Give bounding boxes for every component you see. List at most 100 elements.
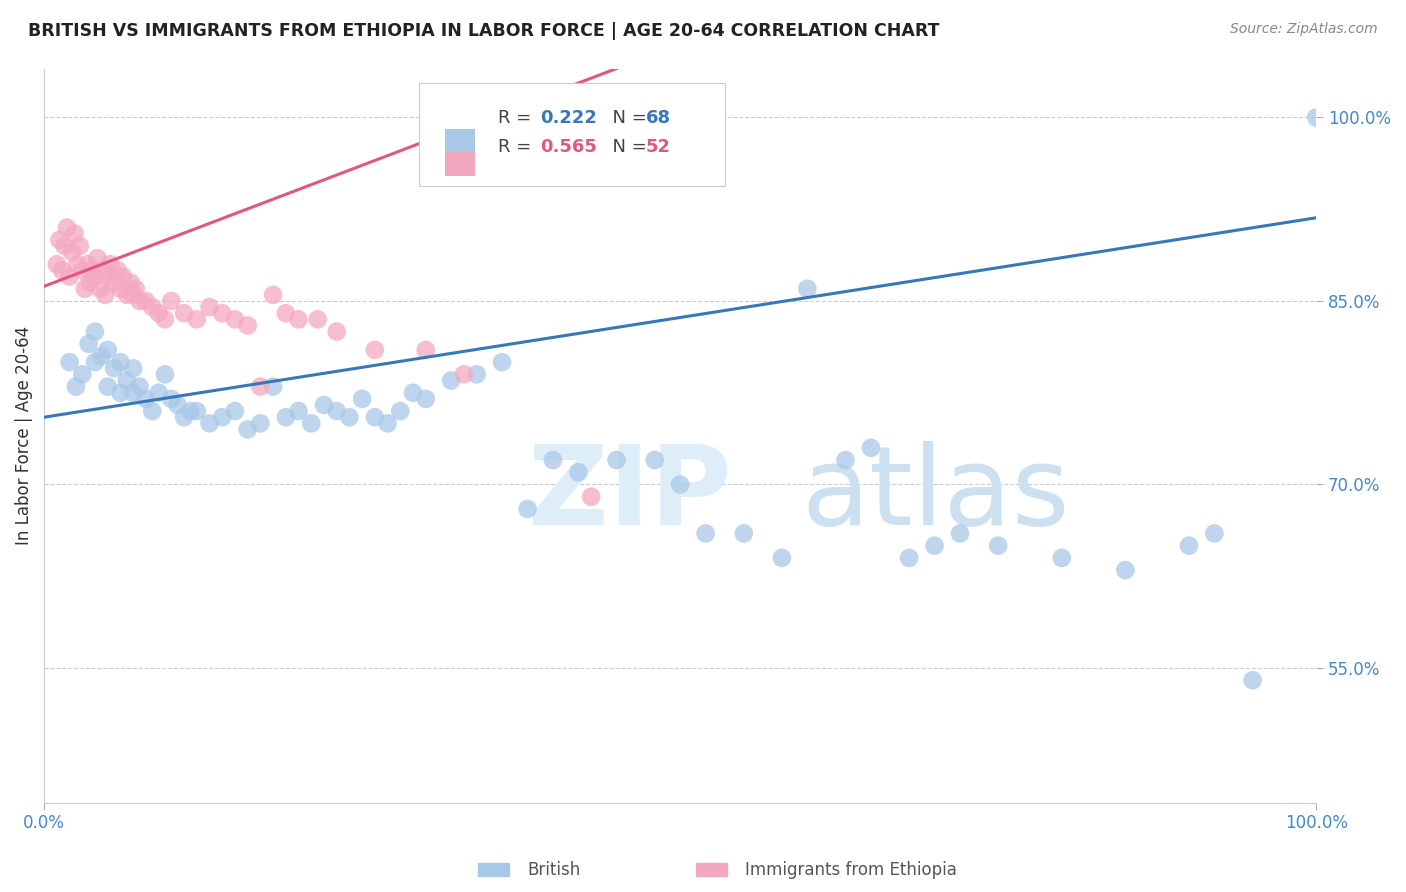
Point: [312, 398, 335, 412]
Point: [198, 417, 221, 431]
Point: [644, 453, 666, 467]
Point: [97, 343, 120, 357]
Point: [541, 453, 564, 467]
Point: [1241, 673, 1264, 688]
Point: [262, 288, 284, 302]
Point: [115, 374, 138, 388]
Text: R =: R =: [498, 110, 537, 128]
Point: [82, 263, 104, 277]
Point: [898, 550, 921, 565]
Point: [122, 385, 145, 400]
Point: [516, 502, 538, 516]
Point: [415, 343, 437, 357]
Point: [125, 282, 148, 296]
Point: [135, 392, 157, 406]
Point: [91, 263, 114, 277]
Point: [339, 410, 361, 425]
Point: [669, 477, 692, 491]
Text: BRITISH VS IMMIGRANTS FROM ETHIOPIA IN LABOR FORCE | AGE 20-64 CORRELATION CHART: BRITISH VS IMMIGRANTS FROM ETHIOPIA IN L…: [28, 22, 939, 40]
Point: [389, 404, 412, 418]
Point: [115, 288, 138, 302]
Point: [249, 417, 271, 431]
Point: [48, 233, 70, 247]
Point: [364, 343, 387, 357]
Text: R =: R =: [498, 138, 537, 156]
Text: ZIP: ZIP: [527, 441, 731, 548]
Point: [141, 300, 163, 314]
Point: [58, 355, 80, 369]
Text: Immigrants from Ethiopia: Immigrants from Ethiopia: [745, 861, 957, 879]
Point: [69, 239, 91, 253]
Point: [770, 550, 793, 565]
Point: [84, 325, 107, 339]
Point: [274, 410, 297, 425]
Point: [440, 374, 463, 388]
Point: [236, 422, 259, 436]
Point: [377, 417, 399, 431]
Point: [211, 306, 233, 320]
Point: [122, 288, 145, 302]
Point: [160, 392, 183, 406]
Point: [186, 312, 208, 326]
Point: [84, 269, 107, 284]
Point: [1305, 111, 1327, 125]
Point: [77, 336, 100, 351]
Point: [148, 385, 170, 400]
Point: [79, 276, 101, 290]
Point: [51, 263, 73, 277]
Point: [224, 312, 246, 326]
Point: [94, 288, 117, 302]
Point: [110, 355, 132, 369]
Text: 0.565: 0.565: [540, 138, 598, 156]
Point: [76, 257, 98, 271]
Text: 0.222: 0.222: [540, 110, 598, 128]
Point: [72, 263, 94, 277]
FancyBboxPatch shape: [444, 153, 475, 176]
Point: [72, 368, 94, 382]
Text: atlas: atlas: [801, 441, 1070, 548]
Point: [606, 453, 628, 467]
Point: [249, 379, 271, 393]
Point: [153, 312, 176, 326]
Point: [66, 257, 89, 271]
Point: [153, 368, 176, 382]
FancyBboxPatch shape: [419, 83, 724, 186]
Point: [859, 441, 882, 455]
Point: [579, 490, 602, 504]
Point: [262, 379, 284, 393]
Point: [90, 349, 112, 363]
Point: [173, 306, 195, 320]
Point: [325, 325, 347, 339]
Point: [299, 417, 322, 431]
Point: [1178, 539, 1201, 553]
Point: [135, 293, 157, 308]
Point: [160, 293, 183, 308]
Point: [924, 539, 946, 553]
Point: [122, 361, 145, 376]
Point: [45, 257, 67, 271]
Point: [949, 526, 972, 541]
Y-axis label: In Labor Force | Age 20-64: In Labor Force | Age 20-64: [15, 326, 32, 545]
Point: [211, 410, 233, 425]
Point: [128, 293, 150, 308]
Point: [103, 361, 125, 376]
Point: [352, 392, 374, 406]
Point: [224, 404, 246, 418]
Point: [236, 318, 259, 333]
Point: [60, 245, 83, 260]
Point: [120, 276, 142, 290]
Point: [89, 282, 111, 296]
FancyBboxPatch shape: [444, 128, 475, 153]
Point: [733, 526, 755, 541]
Point: [287, 312, 309, 326]
Point: [307, 312, 329, 326]
Point: [97, 379, 120, 393]
Text: 68: 68: [645, 110, 671, 128]
Point: [179, 404, 201, 418]
Point: [274, 306, 297, 320]
Point: [166, 398, 188, 412]
Point: [110, 282, 132, 296]
Point: [987, 539, 1010, 553]
Point: [453, 368, 475, 382]
Point: [834, 453, 856, 467]
